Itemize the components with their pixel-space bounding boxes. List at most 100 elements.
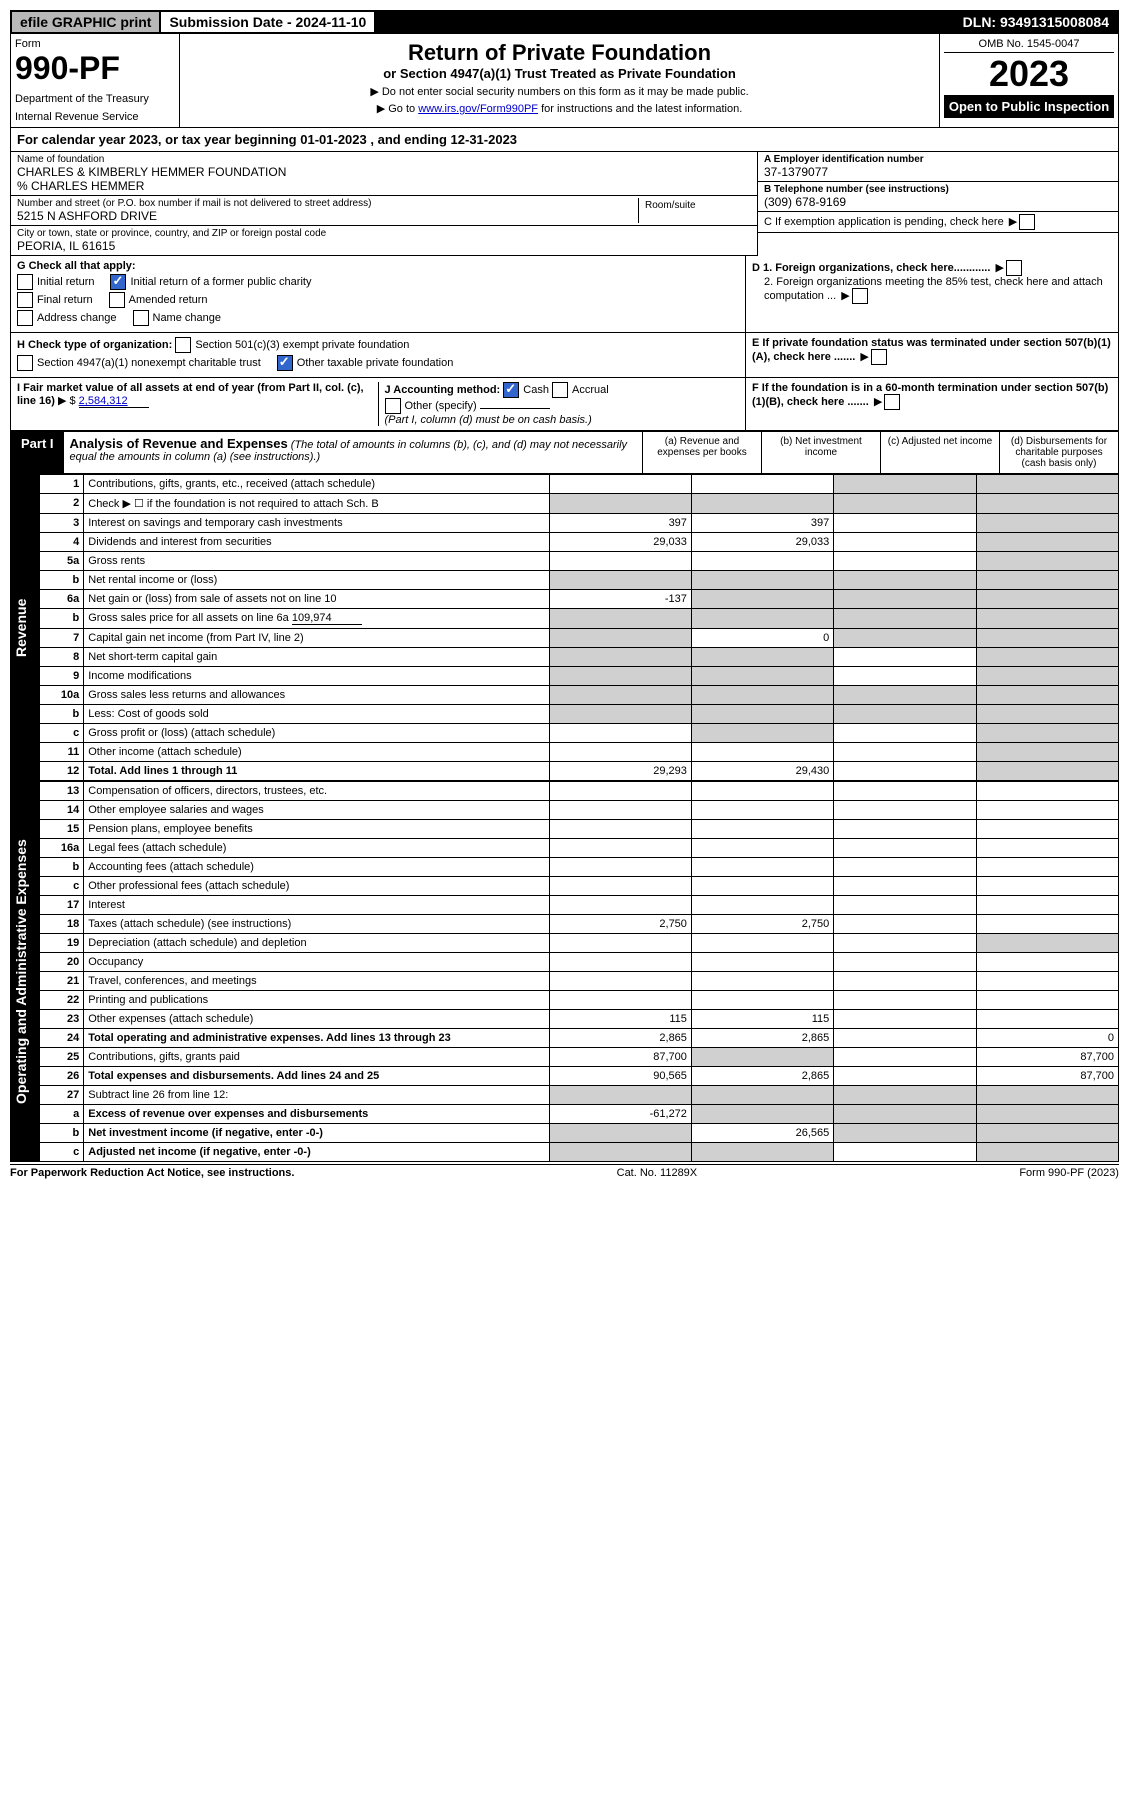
amount-cell-d: 0 xyxy=(976,1029,1118,1048)
amount-cell-b xyxy=(691,648,833,667)
amount-cell-a xyxy=(549,972,691,991)
amount-cell-a xyxy=(549,724,691,743)
col-b-header: (b) Net investment income xyxy=(761,432,880,473)
form-ref: Form 990-PF (2023) xyxy=(1019,1167,1119,1179)
amount-cell-d xyxy=(976,934,1118,953)
amount-cell-c xyxy=(834,1143,976,1162)
amount-cell-a: -61,272 xyxy=(549,1105,691,1124)
amount-cell-d xyxy=(976,609,1118,629)
table-row: bNet rental income or (loss) xyxy=(40,571,1119,590)
line-number: c xyxy=(40,1143,84,1162)
j-accrual-checkbox[interactable] xyxy=(552,382,568,398)
amount-cell-c xyxy=(834,1086,976,1105)
h-501c3-checkbox[interactable] xyxy=(175,337,191,353)
amount-cell-c xyxy=(834,877,976,896)
amount-cell-c xyxy=(834,820,976,839)
amended-return-checkbox[interactable] xyxy=(109,292,125,308)
amount-cell-c xyxy=(834,991,976,1010)
line-number: 5a xyxy=(40,552,84,571)
final-return-checkbox[interactable] xyxy=(17,292,33,308)
amount-cell-d xyxy=(976,1124,1118,1143)
amount-cell-d xyxy=(976,686,1118,705)
j-other-label: Other (specify) xyxy=(405,400,477,412)
amount-cell-d xyxy=(976,494,1118,514)
instruction-2-pre: ▶ Go to xyxy=(377,103,418,115)
table-row: bLess: Cost of goods sold xyxy=(40,705,1119,724)
expenses-side-label: Operating and Administrative Expenses xyxy=(11,781,39,1162)
amount-cell-b xyxy=(691,782,833,801)
amount-cell-c xyxy=(834,972,976,991)
irs-link[interactable]: www.irs.gov/Form990PF xyxy=(418,103,538,115)
table-row: 15Pension plans, employee benefits xyxy=(40,820,1119,839)
amended-return-label: Amended return xyxy=(129,294,208,306)
amount-cell-d xyxy=(976,514,1118,533)
f-checkbox[interactable] xyxy=(884,394,900,410)
amount-cell-c xyxy=(834,514,976,533)
irs-label: Internal Revenue Service xyxy=(15,111,175,123)
amount-cell-b: 115 xyxy=(691,1010,833,1029)
d1-checkbox[interactable] xyxy=(1006,260,1022,276)
i-value-link[interactable]: 2,584,312 xyxy=(79,395,149,408)
form-subtitle: or Section 4947(a)(1) Trust Treated as P… xyxy=(186,66,933,81)
amount-cell-d xyxy=(976,991,1118,1010)
table-row: 16aLegal fees (attach schedule) xyxy=(40,839,1119,858)
j-cash-checkbox[interactable] xyxy=(503,382,519,398)
amount-cell-d xyxy=(976,667,1118,686)
table-row: 14Other employee salaries and wages xyxy=(40,801,1119,820)
amount-cell-d xyxy=(976,858,1118,877)
care-of: % CHARLES HEMMER xyxy=(17,179,751,193)
amount-cell-c xyxy=(834,1010,976,1029)
c-label: C If exemption application is pending, c… xyxy=(764,216,1004,228)
h-other-checkbox[interactable] xyxy=(277,355,293,371)
amount-cell-d xyxy=(976,915,1118,934)
revenue-section: Revenue 1Contributions, gifts, grants, e… xyxy=(10,474,1119,781)
initial-former-checkbox[interactable] xyxy=(110,274,126,290)
efile-print-button[interactable]: efile GRAPHIC print xyxy=(12,12,161,32)
e-checkbox[interactable] xyxy=(871,349,887,365)
amount-cell-a xyxy=(549,552,691,571)
initial-return-checkbox[interactable] xyxy=(17,274,33,290)
amount-cell-b xyxy=(691,552,833,571)
phone-value: (309) 678-9169 xyxy=(764,195,1112,209)
part-1-header: Part I Analysis of Revenue and Expenses … xyxy=(10,431,1119,474)
table-row: bNet investment income (if negative, ent… xyxy=(40,1124,1119,1143)
line-description: Accounting fees (attach schedule) xyxy=(84,858,549,877)
address-change-checkbox[interactable] xyxy=(17,310,33,326)
line-number: b xyxy=(40,609,84,629)
table-row: 10aGross sales less returns and allowanc… xyxy=(40,686,1119,705)
page-footer: For Paperwork Reduction Act Notice, see … xyxy=(10,1164,1119,1179)
col-c-header: (c) Adjusted net income xyxy=(880,432,999,473)
name-change-checkbox[interactable] xyxy=(133,310,149,326)
amount-cell-c xyxy=(834,743,976,762)
amount-cell-b xyxy=(691,991,833,1010)
line-number: b xyxy=(40,705,84,724)
amount-cell-b xyxy=(691,571,833,590)
line-number: 14 xyxy=(40,801,84,820)
amount-cell-d xyxy=(976,1086,1118,1105)
j-other-checkbox[interactable] xyxy=(385,398,401,414)
amount-cell-d xyxy=(976,1010,1118,1029)
line-description: Total. Add lines 1 through 11 xyxy=(84,762,549,781)
amount-cell-a xyxy=(549,475,691,494)
form-label: Form xyxy=(15,38,175,50)
amount-cell-b: 2,750 xyxy=(691,915,833,934)
amount-cell-b xyxy=(691,667,833,686)
line-description: Interest xyxy=(84,896,549,915)
amount-cell-a xyxy=(549,839,691,858)
amount-cell-c xyxy=(834,915,976,934)
h-4947-checkbox[interactable] xyxy=(17,355,33,371)
h-opt1-label: Section 501(c)(3) exempt private foundat… xyxy=(195,339,409,351)
c-checkbox[interactable] xyxy=(1019,214,1035,230)
g-section: G Check all that apply: Initial return I… xyxy=(10,256,1119,333)
table-row: 25Contributions, gifts, grants paid87,70… xyxy=(40,1048,1119,1067)
amount-cell-d xyxy=(976,590,1118,609)
amount-cell-a: 397 xyxy=(549,514,691,533)
d2-checkbox[interactable] xyxy=(852,288,868,304)
amount-cell-a xyxy=(549,896,691,915)
amount-cell-a: -137 xyxy=(549,590,691,609)
revenue-table: 1Contributions, gifts, grants, etc., rec… xyxy=(39,474,1119,781)
amount-cell-a xyxy=(549,648,691,667)
amount-cell-b xyxy=(691,494,833,514)
amount-cell-d xyxy=(976,839,1118,858)
line-number: 7 xyxy=(40,629,84,648)
